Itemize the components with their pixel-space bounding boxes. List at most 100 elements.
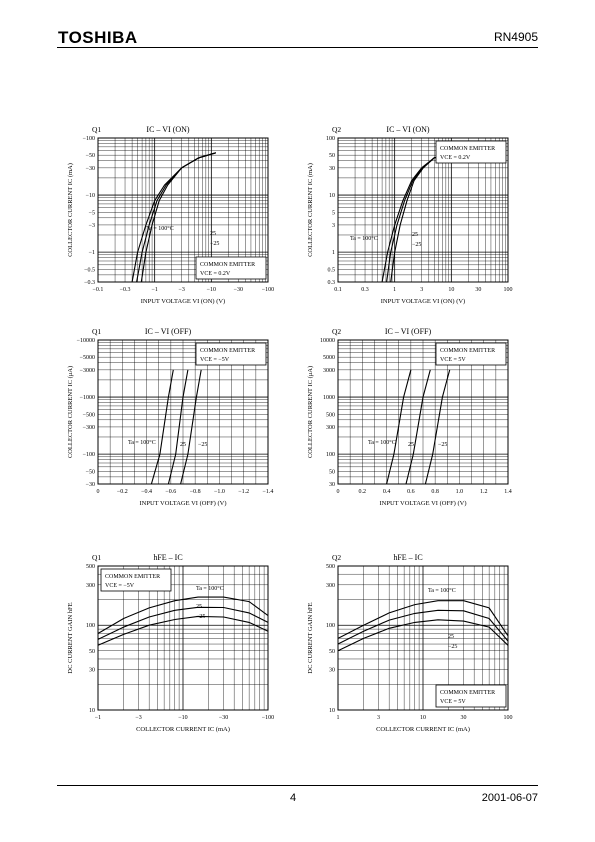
- y-tick-label: 5: [332, 210, 335, 216]
- chart-q1-ic-vi-on: −0.1 −0.3 −1 −3 −10 −30 −100−0.3−0.5−1−3−5−10−…: [67, 125, 274, 305]
- y-tick-label: 3: [332, 223, 335, 229]
- y-tick-label: −50: [86, 469, 95, 475]
- x-tick-label: 30: [461, 715, 467, 721]
- y-tick-label: 30: [329, 668, 335, 674]
- series-curve-ta-minus-25c: [140, 152, 216, 283]
- panel-label: Q1: [92, 125, 101, 134]
- panel-label: Q2: [332, 553, 341, 562]
- chart-q2-ic-vi-off: 0 0.2 0.4 0.6 0.8 1.0 1.2 1.4 30 50 100 300 500 1000 3…: [307, 327, 512, 507]
- conditions-text: COMMON EMITTER: [105, 574, 160, 580]
- y-tick-label: 300: [86, 583, 95, 589]
- conditions-text: COMMON EMITTER: [440, 348, 495, 354]
- conditions-text: VCE = 5V: [440, 357, 466, 363]
- x-axis-label: COLLECTOR CURRENT IC (mA): [136, 726, 230, 733]
- x-tick-label: 0.8: [431, 489, 439, 495]
- series-curve-ta-100c: [337, 600, 509, 639]
- y-tick-label: −1000: [80, 395, 95, 401]
- y-tick-label: 100: [326, 452, 335, 458]
- y-tick-label: 500: [326, 412, 335, 418]
- x-axis-label: INPUT VOLTAGE VI (ON) (V): [381, 298, 465, 305]
- y-tick-label: 3000: [323, 368, 335, 374]
- chart-q1-hfe-ic: −1 −3 −10 −30 −100 10 30 50 100 300 500 Q1 hFE – IC C…: [67, 553, 274, 733]
- chart-title: IC – VI (OFF): [145, 327, 192, 336]
- series-curve-ta-100c: [150, 369, 174, 485]
- series-curve-ta-100c: [386, 369, 412, 485]
- curve-annotation: Ta = 100°C: [368, 439, 396, 446]
- y-tick-label: 30: [329, 482, 335, 488]
- x-tick-label: 1.0: [456, 489, 464, 495]
- series-curve-ta-minus-25c: [97, 615, 269, 646]
- y-tick-label: 500: [86, 564, 95, 570]
- curve-annotation: Ta = 100°C: [128, 439, 156, 446]
- y-tick-label: 300: [326, 583, 335, 589]
- x-tick-label: −1.4: [263, 489, 274, 495]
- y-tick-label: −300: [83, 425, 95, 431]
- curve-annotation: Ta = 100°C: [146, 225, 174, 232]
- y-tick-label: 50: [329, 153, 335, 159]
- conditions-text: COMMON EMITTER: [440, 146, 495, 152]
- x-axis-label: INPUT VOLTAGE VI (ON) (V): [141, 298, 225, 305]
- x-tick-label: 1.4: [504, 489, 512, 495]
- series-curve-ta-minus-25c: [390, 154, 446, 283]
- curve-annotation: Ta = 100°C: [350, 235, 378, 242]
- curve-annotation: 25: [196, 604, 202, 610]
- chart-title: IC – VI (ON): [386, 125, 430, 134]
- x-tick-label: −3: [135, 715, 141, 721]
- x-tick-label: −0.1: [93, 287, 104, 293]
- y-tick-label: 100: [86, 623, 95, 629]
- curve-annotation: Ta = 100°C: [196, 585, 224, 592]
- x-tick-label: 0.3: [361, 287, 369, 293]
- brand-logo: TOSHIBA: [58, 28, 138, 47]
- series-curve-ta-25c: [337, 609, 509, 645]
- x-axis-label: INPUT VOLTAGE VI (OFF) (V): [140, 500, 227, 507]
- x-tick-label: −100: [262, 715, 274, 721]
- y-tick-label: 30: [89, 668, 95, 674]
- series-curve-ta-25c: [97, 606, 269, 640]
- x-tick-label: 3: [420, 287, 423, 293]
- curve-annotation: 25: [448, 634, 454, 640]
- plot-frame: [97, 565, 269, 711]
- y-tick-label: −30: [86, 166, 95, 172]
- y-tick-label: 10: [329, 193, 335, 199]
- curve-annotation: −25: [198, 442, 207, 448]
- conditions-text: COMMON EMITTER: [440, 690, 495, 696]
- y-tick-label: 1: [332, 250, 335, 256]
- plot-frame: [337, 137, 509, 283]
- y-tick-label: −10: [86, 193, 95, 199]
- curve-annotation: −25: [448, 644, 457, 650]
- conditions-text: VCE = −5V: [200, 357, 230, 363]
- plot-frame: [97, 137, 269, 283]
- y-axis-label: COLLECTOR CURRENT IC (μA): [307, 366, 314, 458]
- y-tick-label: −0.3: [84, 280, 95, 286]
- x-tick-label: −0.4: [141, 489, 152, 495]
- conditions-text: VCE = 5V: [440, 699, 466, 705]
- conditions-box: [435, 342, 507, 366]
- x-tick-label: 0.6: [407, 489, 415, 495]
- x-tick-label: 1.2: [480, 489, 488, 495]
- curve-annotation: 25: [412, 232, 418, 238]
- curve-annotation: −25: [196, 614, 205, 620]
- conditions-box: [435, 684, 507, 708]
- y-tick-label: −100: [83, 452, 95, 458]
- x-tick-label: −1.2: [238, 489, 249, 495]
- conditions-text: VCE = 0.2V: [200, 271, 231, 277]
- curve-annotation: −25: [412, 242, 421, 248]
- plot-frame: [97, 339, 269, 485]
- x-tick-label: 3: [377, 715, 380, 721]
- y-axis-label: COLLECTOR CURRENT IC (mA): [307, 163, 314, 257]
- curve-annotation: 25: [210, 231, 216, 237]
- y-tick-label: −100: [83, 136, 95, 142]
- conditions-text: VCE = 0.2V: [440, 155, 471, 161]
- series-curve-ta-minus-25c: [424, 369, 451, 485]
- conditions-box: [100, 568, 172, 592]
- y-tick-label: 300: [326, 425, 335, 431]
- x-axis-label: INPUT VOLTAGE VI (OFF) (V): [380, 500, 467, 507]
- x-tick-label: 0.2: [359, 489, 367, 495]
- x-tick-label: 1: [337, 715, 340, 721]
- y-tick-label: 10: [89, 708, 95, 714]
- chart-title: hFE – IC: [393, 553, 422, 562]
- curve-annotation: 25: [180, 442, 186, 448]
- conditions-box: [195, 342, 267, 366]
- footer-date: 2001-06-07: [481, 792, 538, 804]
- conditions-box: [195, 256, 267, 280]
